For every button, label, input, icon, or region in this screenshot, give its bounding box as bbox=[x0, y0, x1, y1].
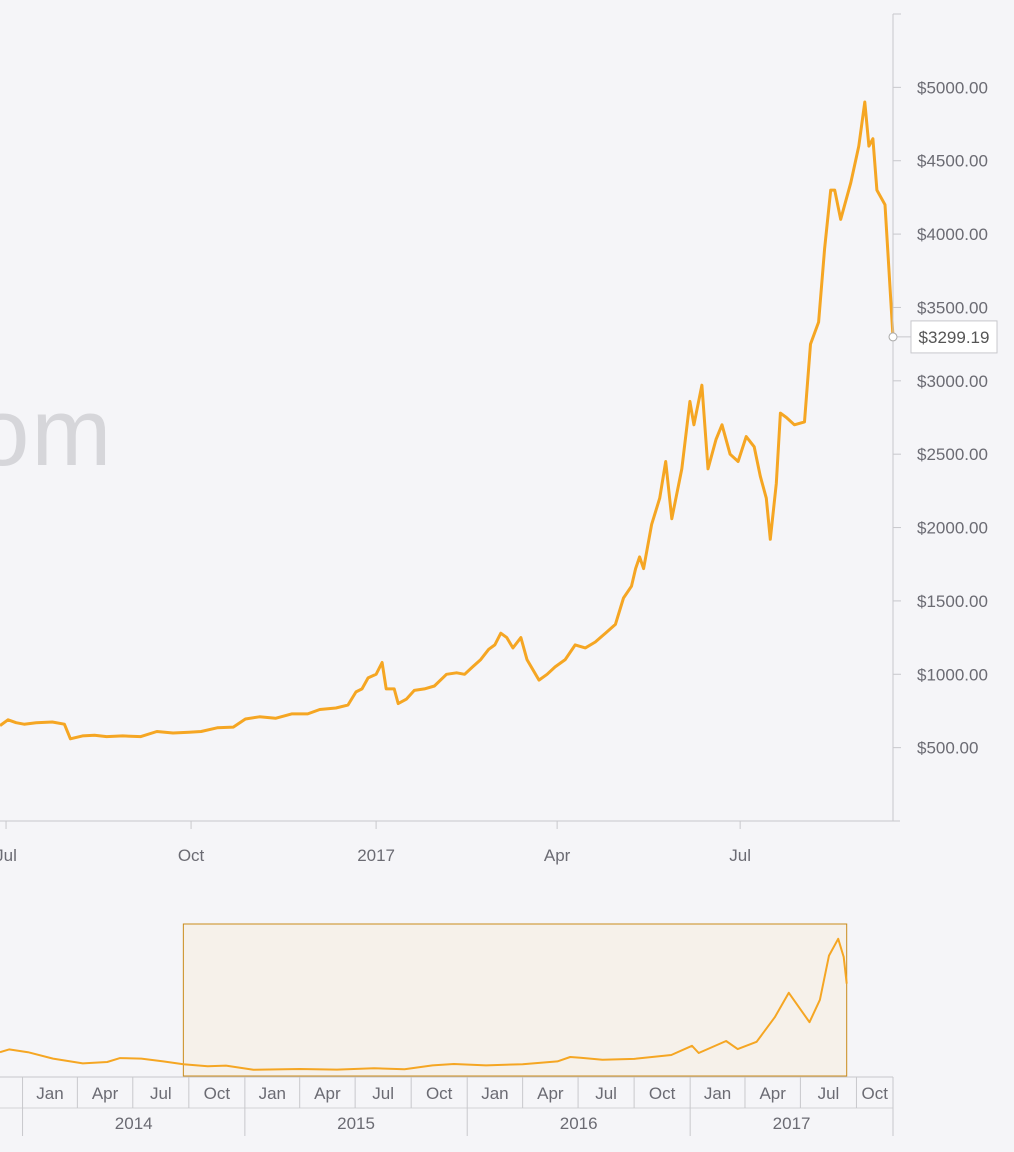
last-value-box bbox=[910, 320, 998, 354]
navigator-selection[interactable] bbox=[182, 923, 848, 1077]
navigator-month-label: Jul bbox=[818, 1084, 840, 1103]
navigator-month-label: Jan bbox=[36, 1084, 63, 1103]
navigator-year-label: 2016 bbox=[560, 1114, 598, 1133]
last-value-marker bbox=[888, 332, 898, 342]
navigator-year-label: 2015 bbox=[337, 1114, 375, 1133]
x-tick-label: Apr bbox=[544, 846, 571, 865]
navigator-month-label: Apr bbox=[314, 1084, 341, 1103]
y-tick-label: $4500.00 bbox=[917, 152, 988, 171]
y-tick-label: $5000.00 bbox=[917, 78, 988, 97]
navigator-month-label: Oct bbox=[649, 1084, 676, 1103]
navigator-month-label: Apr bbox=[537, 1084, 564, 1103]
y-tick-label: $3000.00 bbox=[917, 372, 988, 391]
navigator-month-label: Jul bbox=[595, 1084, 617, 1103]
x-tick-label: 2017 bbox=[357, 846, 395, 865]
navigator[interactable]: Jan Apr Jul Oct Jan Apr Jul Oct Jan Apr Jul Oct Jan A… bbox=[0, 923, 894, 1136]
y-tick-label: $4000.00 bbox=[917, 225, 988, 244]
navigator-year-label: 2014 bbox=[115, 1114, 153, 1133]
main-price-series bbox=[0, 100, 895, 741]
y-tick-label: $2000.00 bbox=[917, 519, 988, 538]
navigator-month-label: Jan bbox=[259, 1084, 286, 1103]
navigator-price-line bbox=[0, 937, 848, 1071]
navigator-month-label: Oct bbox=[204, 1084, 231, 1103]
navigator-month-label: Oct bbox=[426, 1084, 453, 1103]
navigator-month-label: Jul bbox=[150, 1084, 172, 1103]
y-tick-label: $3500.00 bbox=[917, 298, 988, 317]
navigator-month-label: Apr bbox=[759, 1084, 786, 1103]
y-tick-label: $1500.00 bbox=[917, 592, 988, 611]
x-tick-label: Jul bbox=[729, 846, 751, 865]
navigator-month-label: Jan bbox=[481, 1084, 508, 1103]
watermark-logo-text: om bbox=[0, 379, 114, 486]
x-tick-label: Jul bbox=[0, 846, 17, 865]
navigator-month-label: Jan bbox=[704, 1084, 731, 1103]
last-value-label: $3299.19 bbox=[919, 328, 990, 347]
navigator-month-label: Jul bbox=[372, 1084, 394, 1103]
x-tick-label: Oct bbox=[178, 846, 205, 865]
y-tick-label: $1000.00 bbox=[917, 665, 988, 684]
y-tick-label: $500.00 bbox=[917, 739, 978, 758]
price-line bbox=[0, 100, 895, 741]
main-axes: $500.00 $1000.00 $1500.00 $2000.00 $2500.00 $… bbox=[0, 13, 998, 865]
navigator-year-label: 2017 bbox=[773, 1114, 811, 1133]
navigator-month-label: Apr bbox=[92, 1084, 119, 1103]
navigator-month-label: Oct bbox=[861, 1084, 888, 1103]
y-tick-label: $2500.00 bbox=[917, 445, 988, 464]
